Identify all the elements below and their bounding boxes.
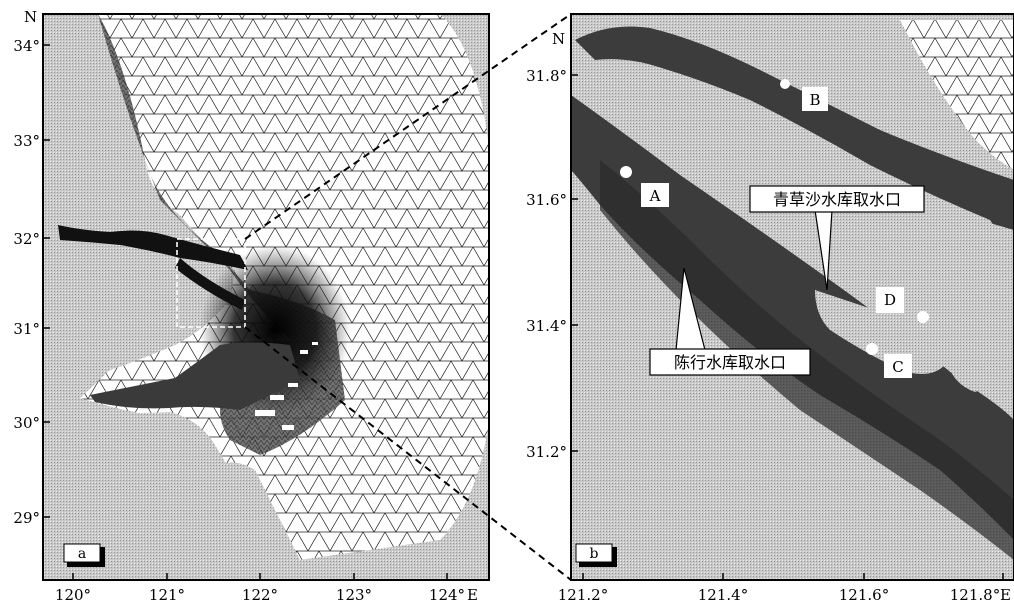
- panel-b-north-label: N: [552, 30, 565, 48]
- chenhang-intake-label: 陈行水库取水口: [674, 353, 786, 372]
- panel-b-label-box: b: [575, 543, 617, 567]
- point-c-label: C: [892, 358, 903, 376]
- panel-b-lon-121-6: 121.6°: [839, 586, 889, 604]
- point-c-label-bg: [884, 354, 912, 378]
- panel-a-lat-32: 32°: [13, 230, 40, 248]
- panel-b-lon-121-4: 121.4°: [698, 586, 748, 604]
- panel-a-lon-124: 124°: [429, 586, 465, 604]
- panel-a-hangzhou-bay: [90, 342, 300, 410]
- panel-a-lon-123: 123°: [336, 586, 372, 604]
- panel-a-label-box: a: [63, 543, 105, 567]
- point-d-label-bg: [876, 287, 904, 313]
- panel-a-label: a: [78, 546, 86, 562]
- inset-connectors: [244, 13, 572, 581]
- panel-a-lon-121: 121°: [149, 586, 185, 604]
- panel-a-south-land: [43, 410, 234, 580]
- point-a-marker: [620, 166, 632, 178]
- panel-b-lat-31-8: 31.8°: [526, 67, 567, 85]
- panel-b-lat-31-4: 31.4°: [526, 317, 567, 335]
- chenhang-intake-callout: 陈行水库取水口: [649, 267, 811, 376]
- panel-a-river-branch: [175, 258, 245, 310]
- panel-a-frame: [42, 13, 490, 581]
- panel-b-changxing-island: [640, 62, 998, 282]
- panel-b-points: [620, 79, 929, 355]
- qingcaosha-intake-label: 青草沙水库取水口: [773, 190, 901, 209]
- panel-b-lat-31-6: 31.6°: [526, 191, 567, 209]
- panel-b-east-label: E: [1000, 586, 1011, 604]
- panel-a-river: [58, 225, 248, 270]
- panel-a-lon-122: 122°: [242, 586, 278, 604]
- panel-b-frame: [570, 13, 1014, 581]
- point-d-marker: [917, 311, 929, 323]
- panel-a-islands: [255, 342, 318, 430]
- panel-b-ticks: [571, 74, 1004, 580]
- panel-b-lat-31-2: 31.2°: [526, 443, 567, 461]
- panel-a-east-label: E: [467, 586, 478, 604]
- panel-a-lat-34: 34°: [13, 37, 40, 55]
- panel-a-inset-box: [176, 238, 246, 328]
- panel-b-label: b: [590, 546, 599, 562]
- panel-a: N 34° 33° 32° 31° 30° 29° 120° 121° 122°…: [13, 8, 490, 604]
- panel-a-lat-30: 30°: [13, 414, 40, 432]
- point-a-label-bg: [641, 183, 669, 207]
- point-d-label: D: [884, 291, 896, 309]
- panel-a-lon-120: 120°: [55, 586, 91, 604]
- panel-a-lat-31: 31°: [13, 320, 40, 338]
- point-a-label: A: [649, 187, 661, 205]
- panel-b: N 31.8° 31.6° 31.4° 31.2° 121.2° 121.4° …: [526, 13, 1014, 604]
- point-c-marker: [866, 343, 878, 355]
- panel-b-lon-121-8: 121.8°: [950, 586, 1000, 604]
- point-b-label: B: [809, 91, 820, 109]
- panel-b-lon-121-2: 121.2°: [558, 586, 608, 604]
- point-b-label-bg: [802, 87, 828, 111]
- point-b-marker: [780, 79, 790, 89]
- panel-a-north-label: N: [24, 8, 37, 26]
- panel-a-lat-29: 29°: [13, 509, 40, 527]
- panel-b-upper-east-water: [900, 20, 1014, 170]
- panel-a-ticks: [43, 44, 448, 580]
- panel-b-reservoir: [815, 290, 945, 374]
- panel-b-small-island: [948, 344, 991, 392]
- qingcaosha-intake-callout: 青草沙水库取水口: [749, 185, 925, 291]
- panel-a-lat-33: 33°: [13, 132, 40, 150]
